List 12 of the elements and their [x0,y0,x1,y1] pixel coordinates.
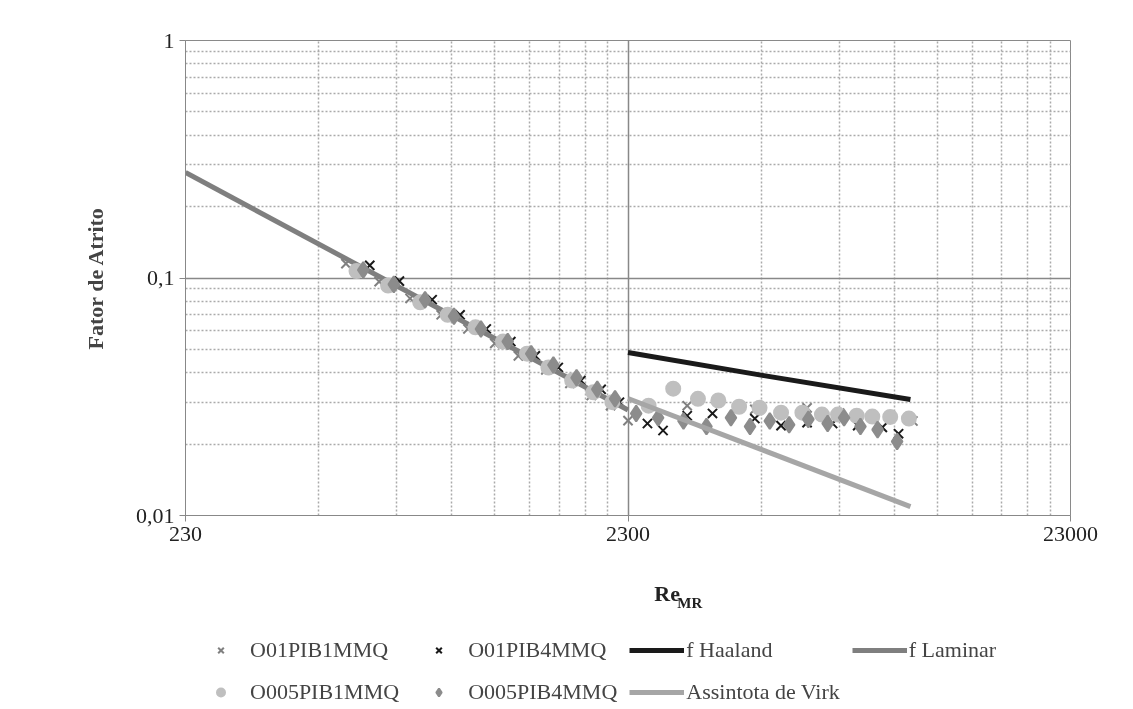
x-tick-label: 2300 [606,520,650,546]
legend-label: O005PIB1MMQ [250,678,400,706]
y-tick-label: 1 [163,27,175,53]
y-tick-label: 0,1 [147,265,175,290]
y-axis-title: Fator de Atrito [83,208,108,350]
legend-label: O01PIB1MMQ [250,636,389,664]
legend-label: O005PIB4MMQ [468,678,618,706]
legend-label: Assintota de Virk [686,678,840,706]
x-tick-label: 23000 [1043,520,1098,546]
legend-label: O01PIB4MMQ [468,636,607,664]
legend-label: f Haaland [686,636,773,664]
legend-label: f Laminar [908,636,997,664]
